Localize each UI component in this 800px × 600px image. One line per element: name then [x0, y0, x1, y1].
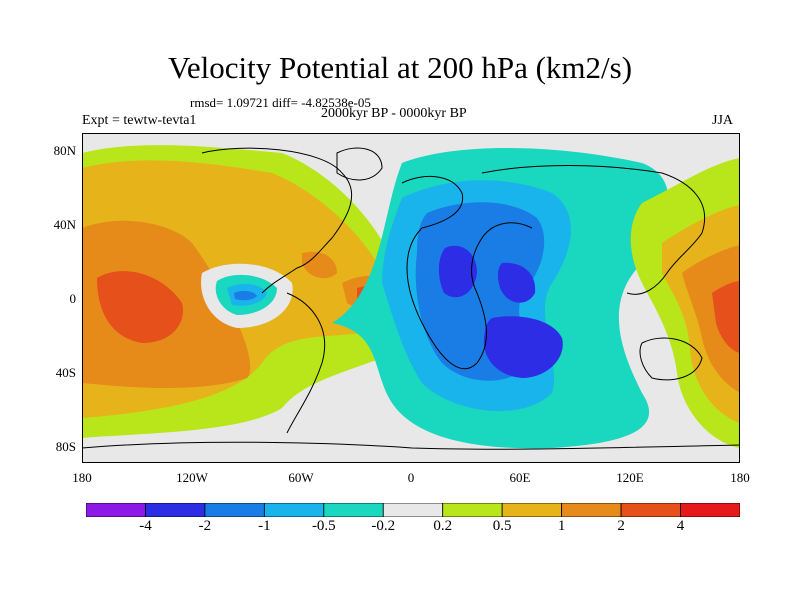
map-subtitle: rmsd= 1.09721 diff= -4.82538e-05	[190, 95, 371, 110]
xtick-180e: 180	[730, 470, 750, 485]
coastlines	[82, 147, 740, 450]
colorbar-label: -1	[258, 518, 271, 534]
colorbar	[86, 503, 740, 517]
coast-greenland	[336, 147, 383, 181]
ytick-0: 0	[69, 291, 77, 306]
period-label: 2000kyr BP - 0000kyr BP	[321, 106, 467, 121]
contour-west-2	[97, 271, 183, 343]
xtick-180w: 180	[72, 470, 92, 485]
colorbar-swatch	[680, 503, 740, 517]
contour-fareast-2	[712, 281, 740, 353]
coast-south-america	[286, 292, 326, 434]
colorbar-label: -0.5	[311, 518, 336, 534]
ytick-80s: 80S	[55, 439, 76, 454]
colorbar-swatch	[204, 503, 265, 517]
colorbar-swatch	[501, 503, 563, 517]
experiment-label: Expt = tewtw-tevta1	[82, 113, 197, 128]
colorbar-label: 1	[557, 518, 566, 534]
contour-fareast-1	[682, 245, 740, 393]
coast-australia	[639, 337, 703, 381]
colorbar-swatch	[620, 503, 681, 517]
colorbar-swatch	[263, 503, 325, 517]
xtick-0: 0	[407, 470, 415, 485]
xtick-120w: 120W	[176, 470, 208, 485]
xtick-120e: 120E	[616, 470, 644, 485]
colorbar-swatch	[442, 503, 503, 517]
contour-pacific-neg-2	[234, 290, 257, 301]
xtick-60w: 60W	[288, 470, 314, 485]
contour-caribbean-1	[302, 251, 337, 279]
contour-east-neg-4-center	[497, 262, 536, 303]
colorbar-swatch	[86, 503, 146, 517]
colorbar-label: 2	[617, 518, 625, 534]
ytick-40n: 40N	[53, 217, 76, 232]
coast-europe-africa	[401, 175, 533, 370]
colorbar-label: -4	[139, 518, 152, 534]
season-label: JJA	[712, 113, 734, 128]
coast-north-america	[201, 147, 352, 294]
coast-asia	[481, 165, 706, 295]
map-svg	[82, 133, 740, 463]
ytick-80n: 80N	[53, 143, 76, 158]
contour-east-neg-4-north	[438, 245, 477, 298]
colorbar-swatch	[561, 503, 622, 517]
map-title: Velocity Potential at 200 hPa (km2/s)	[167, 50, 633, 85]
colorbar-label: -0.2	[371, 518, 396, 534]
velocity-potential-map	[82, 133, 740, 463]
colorbar-label: -2	[198, 518, 212, 534]
contour-east-neg-4-south	[483, 316, 563, 378]
colorbar-swatch	[323, 503, 384, 517]
colorbar-swatch	[382, 503, 444, 517]
ytick-40s: 40S	[55, 365, 76, 380]
colorbar-label: 0.5	[492, 518, 512, 534]
xtick-60e: 60E	[509, 470, 531, 485]
colorbar-label: 4	[676, 518, 685, 534]
colorbar-label: 0.2	[433, 518, 453, 534]
map-frame	[82, 133, 740, 463]
colorbar-swatch	[145, 503, 206, 517]
coast-antarctica	[82, 441, 740, 450]
